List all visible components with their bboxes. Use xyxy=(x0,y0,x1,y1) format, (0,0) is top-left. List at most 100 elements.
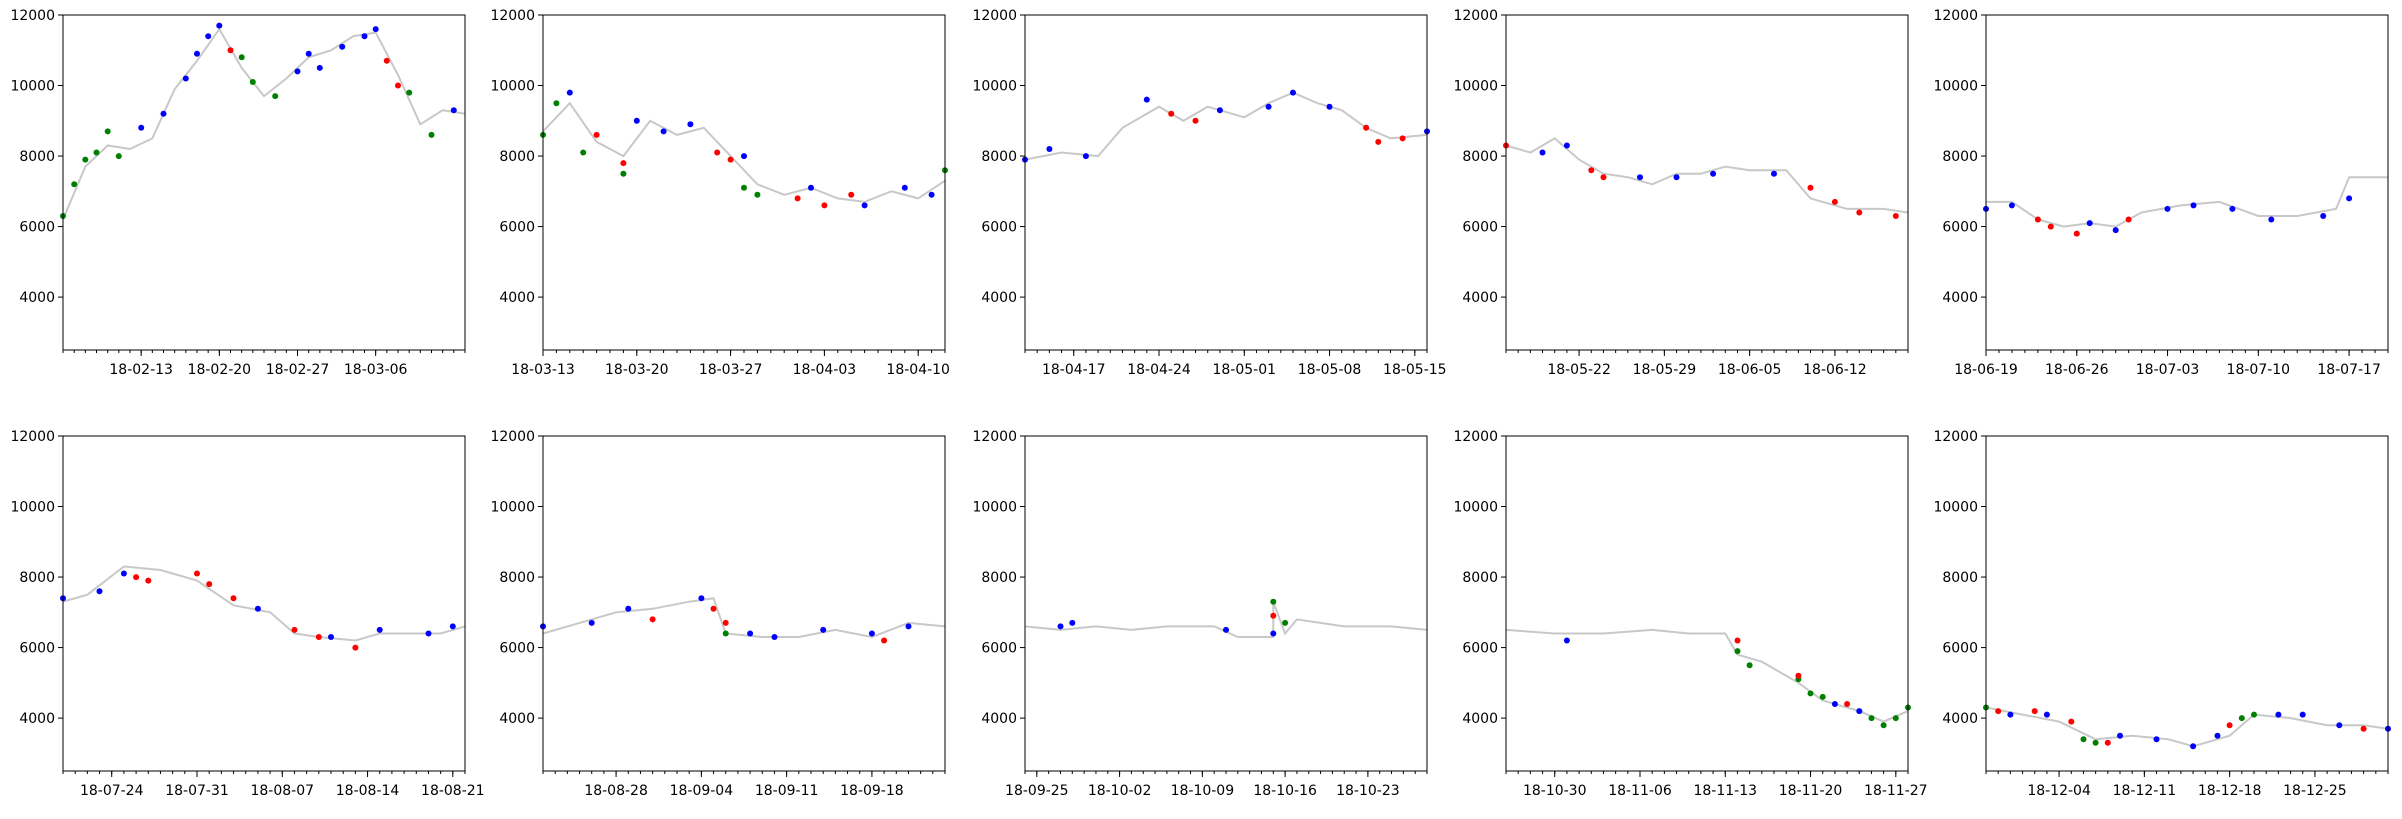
data-point xyxy=(2153,736,2160,743)
x-tick-label: 18-04-17 xyxy=(1042,362,1106,378)
data-point xyxy=(1734,648,1741,655)
data-point xyxy=(372,26,379,33)
data-point xyxy=(2031,708,2038,715)
x-tick-label: 18-05-08 xyxy=(1298,362,1362,378)
y-tick-label: 4000 xyxy=(499,711,535,727)
data-point xyxy=(2336,722,2343,729)
data-point xyxy=(698,595,705,602)
data-point xyxy=(1082,153,1089,160)
x-tick-label: 18-06-26 xyxy=(2045,362,2109,378)
data-point xyxy=(160,110,167,117)
data-point xyxy=(1868,715,1875,722)
price-line xyxy=(1505,628,1909,723)
y-tick-label: 4000 xyxy=(1462,290,1498,306)
data-point xyxy=(687,121,694,128)
data-point xyxy=(1399,135,1406,142)
x-tick-label: 18-02-20 xyxy=(188,362,252,378)
data-point xyxy=(1710,170,1717,177)
data-point xyxy=(2125,216,2132,223)
y-tick-label: 4000 xyxy=(1462,711,1498,727)
x-tick-label: 18-11-27 xyxy=(1864,783,1928,799)
data-point xyxy=(383,57,390,64)
data-point xyxy=(2092,739,2099,746)
data-point xyxy=(316,64,323,71)
data-point xyxy=(1673,174,1680,181)
data-point xyxy=(2008,202,2015,209)
x-tick-label: 18-06-12 xyxy=(1803,362,1867,378)
y-tick-label: 10000 xyxy=(1933,79,1978,95)
subplot-6: 4000 6000 8000 10000 12000 18-07-24 18-07-31 18… xyxy=(10,429,484,799)
data-point xyxy=(294,68,301,75)
data-point xyxy=(2268,216,2275,223)
data-point xyxy=(120,570,127,577)
y-tick-label: 12000 xyxy=(490,8,535,24)
data-point xyxy=(2043,711,2050,718)
subplot-8: 4000 6000 8000 10000 12000 18-09-25 18-10-02 18… xyxy=(972,429,1428,799)
data-point xyxy=(96,588,103,595)
data-point xyxy=(93,149,100,156)
x-tick-label: 18-03-27 xyxy=(699,362,763,378)
price-line xyxy=(1024,601,1428,638)
x-tick-label: 18-10-23 xyxy=(1336,783,1400,799)
data-point xyxy=(238,54,245,61)
data-point xyxy=(1290,89,1296,96)
price-line xyxy=(62,27,466,220)
data-point xyxy=(625,605,632,612)
y-tick-label: 6000 xyxy=(499,641,535,657)
data-point xyxy=(2346,195,2353,202)
subplot-4: 4000 6000 8000 10000 12000 18-05-22 18-05-29 18… xyxy=(1453,8,1909,378)
y-tick-label: 10000 xyxy=(972,500,1017,516)
y-tick-label: 12000 xyxy=(490,429,535,445)
data-point xyxy=(1563,142,1570,149)
y-tick-label: 6000 xyxy=(1462,641,1498,657)
data-point xyxy=(620,170,627,177)
data-point xyxy=(660,128,667,135)
data-point xyxy=(395,82,401,89)
x-tick-label: 18-02-27 xyxy=(266,362,330,378)
data-point xyxy=(2190,202,2197,209)
data-point xyxy=(553,100,560,107)
data-point xyxy=(1270,612,1277,619)
data-point xyxy=(104,128,111,135)
price-line xyxy=(1024,91,1428,161)
x-tick-label: 18-12-11 xyxy=(2113,783,2177,799)
y-tick-label: 8000 xyxy=(19,570,55,586)
x-tick-label: 18-08-28 xyxy=(584,783,648,799)
y-tick-label: 8000 xyxy=(1462,149,1498,165)
x-tick-label: 18-09-25 xyxy=(1005,783,1069,799)
y-tick-label: 4000 xyxy=(19,290,55,306)
axes-frame xyxy=(542,435,946,772)
y-tick-label: 10000 xyxy=(972,79,1017,95)
data-point xyxy=(1192,117,1199,124)
data-point xyxy=(848,191,855,198)
data-point xyxy=(1282,619,1289,626)
data-point xyxy=(727,156,734,163)
y-tick-label: 8000 xyxy=(19,149,55,165)
y-tick-label: 8000 xyxy=(1942,570,1978,586)
data-point xyxy=(905,623,912,630)
subplot-9: 4000 6000 8000 10000 12000 18-10-30 18-11-06 18… xyxy=(1453,429,1927,799)
data-point xyxy=(1819,693,1826,700)
y-tick-label: 6000 xyxy=(981,220,1017,236)
data-point xyxy=(352,644,359,651)
data-point xyxy=(868,630,875,637)
data-point xyxy=(376,626,383,633)
data-point xyxy=(2360,725,2367,732)
data-point xyxy=(1856,209,1863,216)
x-tick-label: 18-07-03 xyxy=(2136,362,2200,378)
x-tick-label: 18-06-19 xyxy=(1954,362,2018,378)
data-point xyxy=(2299,711,2306,718)
data-point xyxy=(1143,96,1150,103)
x-tick-label: 18-07-10 xyxy=(2227,362,2291,378)
data-point xyxy=(620,160,627,167)
data-point xyxy=(710,605,717,612)
x-tick-label: 18-12-18 xyxy=(2198,783,2262,799)
data-point xyxy=(182,75,189,82)
data-point xyxy=(2275,711,2282,718)
axes-frame xyxy=(1505,435,1909,772)
y-tick-label: 8000 xyxy=(981,570,1017,586)
y-tick-label: 12000 xyxy=(972,8,1017,24)
data-point xyxy=(747,630,754,637)
x-tick-label: 18-05-29 xyxy=(1633,362,1697,378)
